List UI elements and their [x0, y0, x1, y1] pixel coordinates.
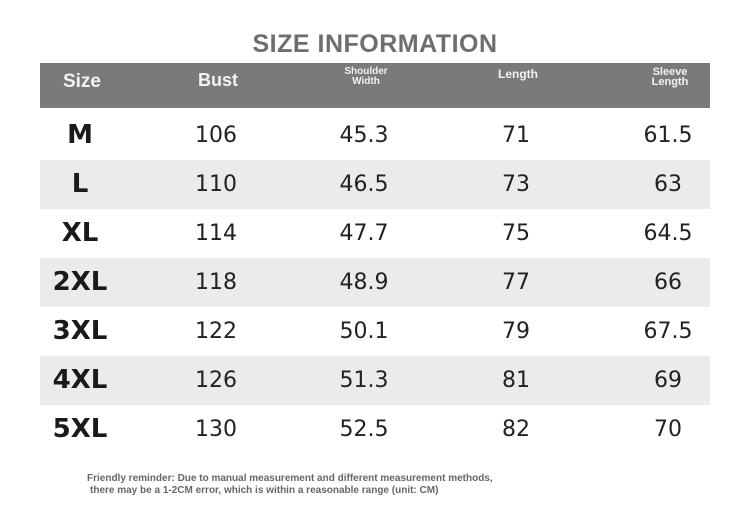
value-cell: 79	[502, 319, 530, 344]
value-cell: 52.5	[339, 417, 389, 442]
header-cell: Length	[498, 67, 538, 81]
header-cell: Sleeve Length	[651, 66, 689, 88]
header-cell: Size	[62, 71, 102, 92]
value-cell: 81	[502, 368, 530, 393]
value-cell: 71	[502, 123, 530, 148]
value-cell: 64.5	[643, 221, 693, 246]
value-cell: 47.7	[339, 221, 389, 246]
table-row: XL 114 47.7 75 64.5	[40, 209, 710, 258]
value-cell: 50.1	[339, 319, 389, 344]
table-row: 2XL 118 48.9 77 66	[40, 258, 710, 307]
table-row: 4XL 126 51.3 81 69	[40, 356, 710, 405]
size-cell: XL	[61, 218, 99, 248]
size-cell: 3XL	[52, 316, 108, 346]
value-cell: 82	[502, 417, 530, 442]
footer-line: there may be a 1-2CM error, which is wit…	[90, 485, 439, 496]
value-cell: 61.5	[643, 123, 693, 148]
size-cell: 2XL	[52, 267, 108, 297]
size-cell: 5XL	[52, 414, 108, 444]
value-cell: 51.3	[339, 368, 389, 393]
header-cell: Bust	[198, 70, 238, 90]
size-cell: L	[71, 169, 89, 199]
value-cell: 73	[502, 172, 530, 197]
value-cell: 106	[195, 123, 237, 148]
value-cell: 69	[654, 368, 682, 393]
title: SIZE INFORMATION	[252, 30, 498, 58]
value-cell: 45.3	[339, 123, 389, 148]
table-row: M 106 45.3 71 61.5	[40, 111, 710, 160]
value-cell: 48.9	[339, 270, 389, 295]
value-cell: 122	[195, 319, 237, 344]
value-cell: 114	[195, 221, 237, 246]
value-cell: 63	[654, 172, 682, 197]
value-cell: 110	[195, 172, 237, 197]
value-cell: 77	[502, 270, 530, 295]
value-cell: 67.5	[643, 319, 693, 344]
value-cell: 126	[195, 368, 237, 393]
footer-line: Friendly reminder: Due to manual measure…	[87, 473, 493, 484]
size-cell: M	[67, 120, 93, 150]
value-cell: 118	[195, 270, 237, 295]
table-row: 3XL 122 50.1 79 67.5	[40, 307, 710, 356]
header-cell: Shoulder Width	[344, 66, 388, 87]
value-cell: 70	[654, 417, 682, 442]
value-cell: 75	[502, 221, 530, 246]
value-cell: 46.5	[339, 172, 389, 197]
value-cell: 130	[195, 417, 237, 442]
table-row: L 110 46.5 73 63	[40, 160, 710, 209]
value-cell: 66	[654, 270, 682, 295]
table-row: 5XL 130 52.5 82 70	[40, 405, 710, 454]
table-header: Size Bust Shoulder Width Length Sleeve Lengt…	[40, 63, 710, 108]
size-cell: 4XL	[52, 365, 108, 395]
